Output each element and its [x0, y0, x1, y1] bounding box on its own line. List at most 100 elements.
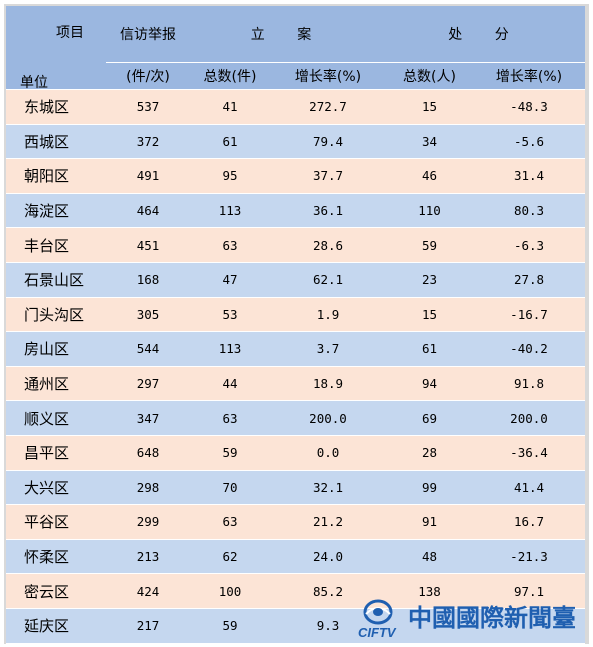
cell-filing-growth: 85.2 [270, 573, 386, 609]
cell-unit: 延庆区 [6, 608, 106, 644]
cell-punish-total: 61 [386, 331, 473, 367]
table-row: 东城区 537 41 272.7 15 -48.3 [6, 89, 585, 125]
cell-punish-growth: 80.3 [473, 193, 585, 229]
cell-unit: 房山区 [6, 331, 106, 367]
cell-filing-total: 63 [190, 227, 270, 263]
table-row: 延庆区 217 59 9.3 [6, 608, 585, 644]
cell-filing-growth: 21.2 [270, 504, 386, 540]
cell-filing-growth: 28.6 [270, 227, 386, 263]
cell-petition: 213 [106, 539, 190, 575]
cell-petition: 451 [106, 227, 190, 263]
cell-petition: 648 [106, 435, 190, 471]
cell-petition: 305 [106, 297, 190, 333]
header-petition: 信访举报 [106, 6, 190, 63]
cell-unit: 昌平区 [6, 435, 106, 471]
header-row-2: (件/次) 总数(件) 增长率(%) 总数(人) 增长率(%) [6, 62, 585, 90]
cell-unit: 平谷区 [6, 504, 106, 540]
cell-punish-growth: -48.3 [473, 89, 585, 125]
cell-unit: 门头沟区 [6, 297, 106, 333]
header-corner: 项目 单位 [6, 6, 106, 91]
cell-filing-total: 59 [190, 435, 270, 471]
table-row: 通州区 297 44 18.9 94 91.8 [6, 366, 585, 402]
cell-punish-total: 110 [386, 193, 473, 229]
cell-petition: 168 [106, 262, 190, 298]
cell-unit: 朝阳区 [6, 158, 106, 194]
cell-petition: 537 [106, 89, 190, 125]
cell-filing-growth: 200.0 [270, 400, 386, 436]
table-row: 西城区 372 61 79.4 34 -5.6 [6, 124, 585, 160]
table-row: 朝阳区 491 95 37.7 46 31.4 [6, 158, 585, 194]
header-punish-total: 总数(人) [386, 62, 473, 90]
header-row-1: 项目 单位 信访举报 立 案 处 分 [6, 6, 585, 91]
header-petition-unit: (件/次) [106, 62, 190, 90]
cell-petition: 544 [106, 331, 190, 367]
table-row: 房山区 544 113 3.7 61 -40.2 [6, 331, 585, 367]
header-filing-growth: 增长率(%) [270, 62, 386, 90]
cell-punish-growth: -21.3 [473, 539, 585, 575]
data-table: 项目 单位 信访举报 立 案 处 分 (件/次) 总数(件) 增长率(%) 总数… [6, 6, 585, 644]
table-row: 顺义区 347 63 200.0 69 200.0 [6, 400, 585, 436]
cell-petition: 464 [106, 193, 190, 229]
table-row: 石景山区 168 47 62.1 23 27.8 [6, 262, 585, 298]
cell-filing-growth: 18.9 [270, 366, 386, 402]
header-item: 项目 [56, 25, 84, 41]
cell-punish-total: 91 [386, 504, 473, 540]
cell-punish-total: 48 [386, 539, 473, 575]
cell-petition: 424 [106, 573, 190, 609]
cell-punish-growth: 200.0 [473, 400, 585, 436]
cell-filing-growth: 32.1 [270, 470, 386, 506]
cell-filing-total: 100 [190, 573, 270, 609]
header-unit: 单位 [20, 75, 48, 91]
cell-petition: 297 [106, 366, 190, 402]
cell-punish-total: 23 [386, 262, 473, 298]
cell-filing-growth: 0.0 [270, 435, 386, 471]
table-row: 大兴区 298 70 32.1 99 41.4 [6, 470, 585, 506]
cell-petition: 372 [106, 124, 190, 160]
cell-punish-growth: 27.8 [473, 262, 585, 298]
cell-punish-total: 99 [386, 470, 473, 506]
cell-punish-growth: 97.1 [473, 573, 585, 609]
header-filing: 立 案 [190, 6, 386, 63]
cell-unit: 丰台区 [6, 227, 106, 263]
cell-filing-growth: 3.7 [270, 331, 386, 367]
cell-unit: 西城区 [6, 124, 106, 160]
cell-filing-total: 63 [190, 504, 270, 540]
cell-punish-growth: -40.2 [473, 331, 585, 367]
cell-punish-total: 15 [386, 297, 473, 333]
cell-filing-total: 53 [190, 297, 270, 333]
cell-punish-total: 46 [386, 158, 473, 194]
cell-petition: 298 [106, 470, 190, 506]
cell-punish-total: 34 [386, 124, 473, 160]
cell-filing-total: 113 [190, 193, 270, 229]
cell-punish-growth [473, 608, 585, 644]
cell-punish-growth: 91.8 [473, 366, 585, 402]
cell-unit: 海淀区 [6, 193, 106, 229]
cell-filing-growth: 1.9 [270, 297, 386, 333]
cell-unit: 石景山区 [6, 262, 106, 298]
cell-punish-total: 15 [386, 89, 473, 125]
cell-unit: 大兴区 [6, 470, 106, 506]
cell-filing-growth: 36.1 [270, 193, 386, 229]
cell-filing-total: 95 [190, 158, 270, 194]
cell-petition: 347 [106, 400, 190, 436]
cell-punish-growth: -36.4 [473, 435, 585, 471]
cell-punish-growth: 31.4 [473, 158, 585, 194]
cell-filing-growth: 272.7 [270, 89, 386, 125]
cell-unit: 东城区 [6, 89, 106, 125]
cell-filing-total: 63 [190, 400, 270, 436]
table-row: 门头沟区 305 53 1.9 15 -16.7 [6, 297, 585, 333]
cell-punish-growth: 16.7 [473, 504, 585, 540]
table-row: 怀柔区 213 62 24.0 48 -21.3 [6, 539, 585, 575]
cell-unit: 通州区 [6, 366, 106, 402]
cell-unit: 怀柔区 [6, 539, 106, 575]
table-row: 平谷区 299 63 21.2 91 16.7 [6, 504, 585, 540]
cell-filing-total: 47 [190, 262, 270, 298]
cell-filing-total: 61 [190, 124, 270, 160]
cell-filing-total: 59 [190, 608, 270, 644]
cell-petition: 217 [106, 608, 190, 644]
header-filing-total: 总数(件) [190, 62, 270, 90]
cell-filing-total: 113 [190, 331, 270, 367]
cell-filing-total: 62 [190, 539, 270, 575]
cell-unit: 顺义区 [6, 400, 106, 436]
cell-petition: 491 [106, 158, 190, 194]
